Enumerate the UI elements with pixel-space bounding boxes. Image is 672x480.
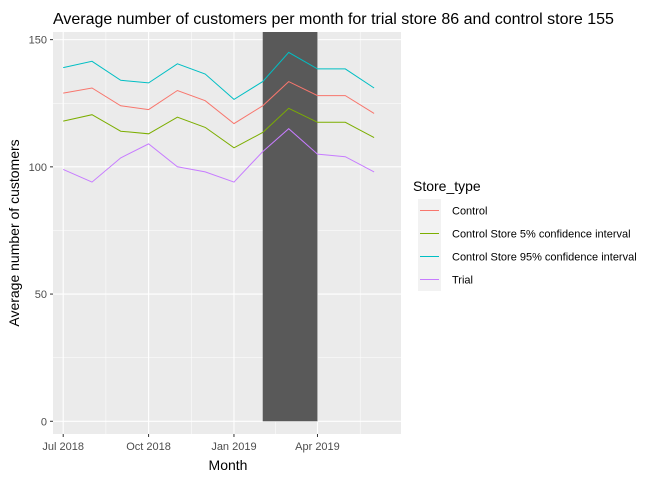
x-tick-label: Jul 2018	[42, 441, 84, 453]
legend-label: Control Store 5% confidence interval	[452, 229, 631, 241]
plot-panel	[53, 32, 401, 434]
legend: Store_type Control Control Store 5% confi…	[413, 178, 637, 291]
trial-period-shading	[262, 32, 318, 422]
highlight-region	[262, 32, 318, 422]
x-axis: Jul 2018 Oct 2018 Jan 2019 Apr 2019	[42, 434, 340, 453]
series-line-control-store-5-confidence-interval	[63, 107, 375, 149]
y-tick-label: 150	[29, 35, 47, 47]
legend-label: Control	[452, 206, 487, 218]
series-line-trial	[62, 128, 375, 183]
series-line-control	[63, 81, 375, 125]
legend-title: Store_type	[413, 178, 481, 194]
y-tick-label: 0	[41, 416, 47, 428]
legend-label: Trial	[452, 275, 473, 287]
series-lines	[62, 51, 375, 183]
x-tick-label: Oct 2018	[126, 441, 171, 453]
series-line-control-store-95-confidence-interval	[63, 51, 375, 101]
chart-title: Average number of customers per month fo…	[53, 11, 614, 28]
y-axis: 0 50 100 150	[29, 35, 53, 428]
x-axis-title: Month	[209, 457, 248, 473]
x-tick-label: Jan 2019	[211, 441, 256, 453]
x-tick-label: Apr 2019	[295, 441, 340, 453]
y-axis-title: Average number of customers	[6, 139, 22, 326]
y-tick-label: 100	[29, 162, 47, 174]
legend-label: Control Store 95% confidence interval	[452, 252, 637, 264]
y-tick-label: 50	[35, 289, 47, 301]
